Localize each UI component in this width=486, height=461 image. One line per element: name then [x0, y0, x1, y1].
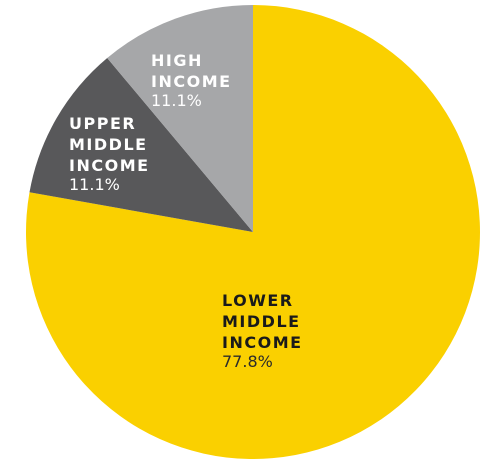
- slice-label-line: MIDDLE: [69, 135, 148, 154]
- slice-percent: 11.1%: [69, 175, 120, 194]
- slice-label-lower-middle-income: LOWER MIDDLE INCOME 77.8%: [222, 291, 303, 371]
- slice-label-line: LOWER: [222, 291, 294, 310]
- slice-label-line: UPPER: [69, 114, 136, 133]
- pie-slices: [25, 5, 480, 460]
- slice-percent: 11.1%: [151, 91, 202, 110]
- pie-slice-high-income: [107, 5, 254, 232]
- slice-label-line: HIGH: [151, 51, 203, 70]
- slice-label-high-income: HIGH INCOME 11.1%: [151, 51, 232, 110]
- pie-slice-lower-middle-income: [25, 5, 480, 460]
- slice-percent: 77.8%: [222, 352, 273, 371]
- slice-label-line: INCOME: [222, 333, 303, 352]
- slice-label-line: MIDDLE: [222, 312, 301, 331]
- slice-label-line: INCOME: [151, 72, 232, 91]
- slice-label-upper-middle-income: UPPER MIDDLE INCOME 11.1%: [69, 114, 150, 194]
- pie-slice-upper-middle-income: [29, 58, 253, 233]
- slice-labels: LOWER MIDDLE INCOME 77.8%UPPER MIDDLE INCOME 1…: [69, 51, 303, 371]
- slice-label-line: INCOME: [69, 156, 150, 175]
